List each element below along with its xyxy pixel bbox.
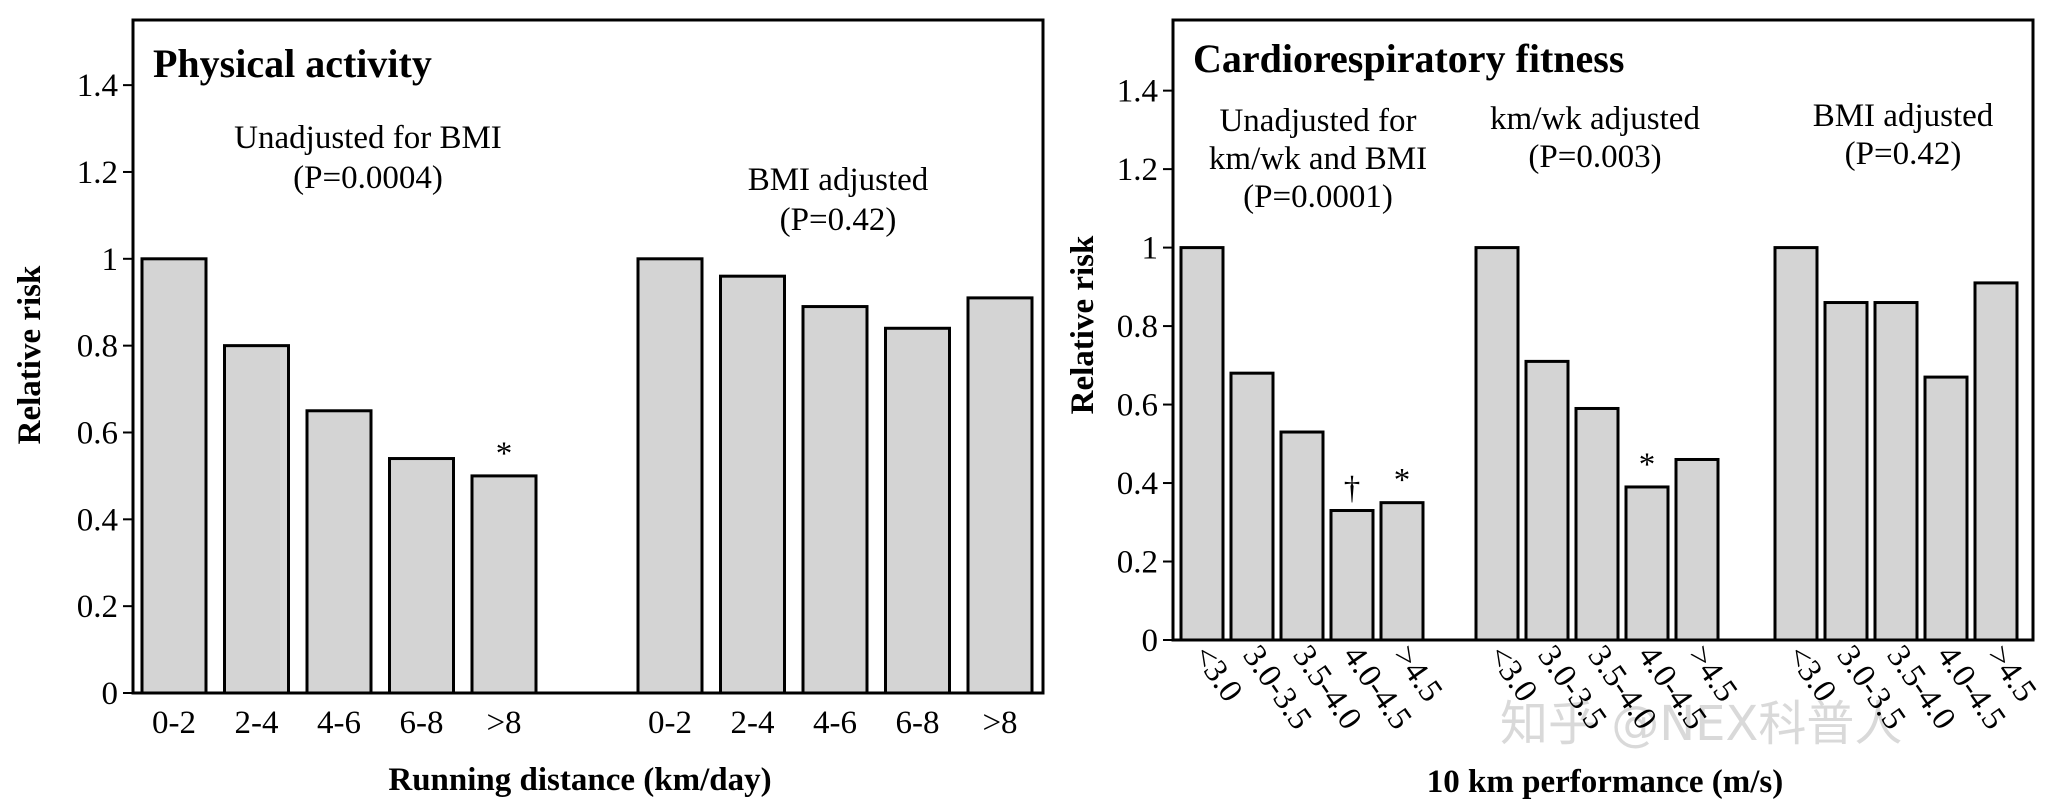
left-bar <box>223 344 290 695</box>
right-y-tick-label: 0.4 <box>1117 466 1158 502</box>
right-significance-marker: * <box>1639 447 1656 483</box>
right-group-1-label: (P=0.0001) <box>1243 179 1393 215</box>
right-group-3-label: (P=0.42) <box>1845 136 1962 172</box>
left-panel-title: Physical activity <box>153 41 432 86</box>
right-group-2-label: km/wk adjusted <box>1490 101 1700 137</box>
right-bar <box>1329 509 1375 642</box>
left-category-label: >8 <box>982 705 1017 741</box>
right-significance-marker: * <box>1394 463 1411 499</box>
left-category-label: 2-4 <box>235 705 279 741</box>
left-x-axis-label: Running distance (km/day) <box>388 762 771 798</box>
right-y-tick-label: 0.2 <box>1117 545 1158 581</box>
left-category-label: 4-6 <box>317 705 361 741</box>
left-y-tick-label: 0.8 <box>77 329 118 365</box>
left-significance-marker: * <box>496 436 513 472</box>
left-group-1-label: Unadjusted for BMI <box>234 120 502 156</box>
right-bar <box>1279 430 1325 642</box>
left-y-axis-label: Relative risk <box>12 265 48 444</box>
right-x-axis-label: 10 km performance (m/s) <box>1427 764 1784 800</box>
left-category-label: 2-4 <box>731 705 775 741</box>
left-y-tick-label: 0 <box>102 676 119 712</box>
right-category-label: <3.0 <box>1185 639 1249 709</box>
left-category-label: 4-6 <box>813 705 857 741</box>
right-y-tick-label: 0.8 <box>1117 309 1158 345</box>
right-bar <box>1179 246 1225 642</box>
left-y-tick-label: 1 <box>102 242 119 278</box>
left-y-tick-label: 0.6 <box>77 415 118 451</box>
left-y-tick-label: 0.4 <box>77 502 118 538</box>
right-group-1-label: km/wk and BMI <box>1209 141 1427 177</box>
right-bar <box>1674 457 1720 642</box>
right-y-tick-label: 0 <box>1142 623 1159 659</box>
right-bar <box>1973 281 2019 642</box>
right-bar <box>1379 501 1425 642</box>
right-bar <box>1524 359 1570 642</box>
left-category-label: >8 <box>486 705 521 741</box>
left-group-2-label: (P=0.42) <box>780 202 897 238</box>
left-y-tick-label: 0.2 <box>77 589 118 625</box>
right-bar <box>1229 371 1275 642</box>
left-category-label: 0-2 <box>648 705 692 741</box>
right-bar <box>1474 246 1520 642</box>
right-group-1-label: Unadjusted for <box>1219 103 1416 139</box>
left-bar <box>966 296 1034 695</box>
right-group-3-label: BMI adjusted <box>1813 98 1994 134</box>
left-bar <box>801 305 869 695</box>
right-y-tick-label: 1.4 <box>1117 74 1158 110</box>
left-y-tick-label: 1.4 <box>77 68 118 104</box>
left-group-2-label: BMI adjusted <box>748 162 929 198</box>
right-group-2-label: (P=0.003) <box>1528 139 1661 175</box>
right-bar <box>1923 375 1969 642</box>
left-bar <box>140 257 208 695</box>
watermark-text: 知乎 @NEX科普人 <box>1500 696 1902 752</box>
left-bar <box>388 457 455 695</box>
left-category-label: 6-8 <box>400 705 444 741</box>
left-bar <box>636 257 704 695</box>
left-bar <box>470 474 538 695</box>
left-bar <box>884 326 951 695</box>
left-bar <box>305 409 373 695</box>
left-category-label: 6-8 <box>896 705 940 741</box>
right-y-tick-label: 0.6 <box>1117 388 1158 424</box>
left-bar <box>719 274 786 695</box>
right-bar <box>1873 301 1919 642</box>
right-bar <box>1823 301 1869 642</box>
right-y-tick-label: 1.2 <box>1117 152 1158 188</box>
right-bar <box>1624 485 1670 642</box>
right-bar <box>1574 406 1620 642</box>
right-panel-title: Cardiorespiratory fitness <box>1193 36 1624 81</box>
right-y-axis-label: Relative risk <box>1065 235 1101 414</box>
left-y-tick-label: 1.2 <box>77 155 118 191</box>
right-significance-marker: † <box>1344 471 1361 507</box>
right-y-tick-label: 1 <box>1142 231 1159 267</box>
left-group-1-label: (P=0.0004) <box>293 160 443 196</box>
left-panel-frame <box>131 18 1045 695</box>
left-category-label: 0-2 <box>152 705 196 741</box>
right-bar <box>1773 246 1819 642</box>
